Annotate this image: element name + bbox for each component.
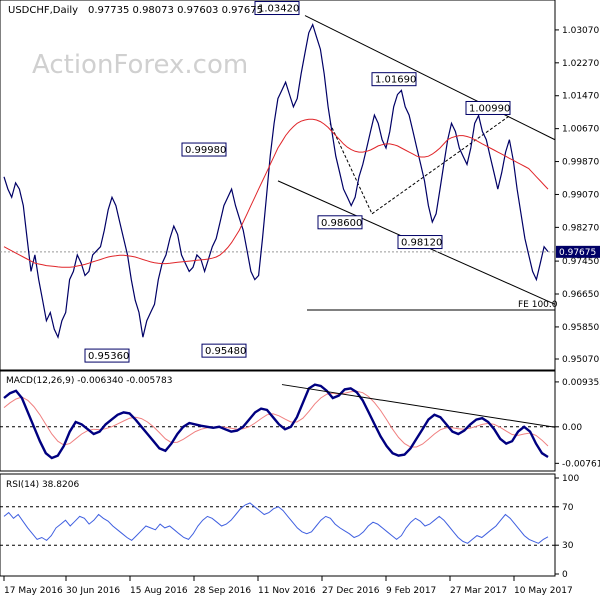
price-tick-label: 0.99070 (562, 190, 599, 200)
x-tick-label: 11 Nov 2016 (258, 586, 316, 596)
rsi-title: RSI(14) 38.8206 (6, 480, 79, 490)
macd-signal-line (3, 390, 549, 448)
price-tick-label: 0.97450 (562, 257, 599, 267)
projection-line (329, 123, 373, 215)
x-tick-label: 28 Sep 2016 (194, 586, 251, 596)
price-panel-frame (0, 0, 556, 371)
price-tick-label: 0.99870 (562, 158, 599, 168)
price-tick-label: 0.95850 (562, 323, 599, 333)
price-tick-label: 1.00670 (562, 125, 599, 135)
price-tick-label: 1.01470 (562, 92, 599, 102)
rsi-series (0, 502, 555, 546)
annotation-box (465, 100, 511, 115)
rsi-tick-label: 70 (562, 503, 574, 513)
macd-trendline (281, 384, 556, 428)
symbol-label: USDCHF,Daily (8, 5, 78, 16)
annotation-label: 0.95480 (205, 346, 246, 357)
macd-tick-label: 0.009352 (562, 378, 600, 388)
annotation-box (254, 1, 300, 16)
price-tick-label: 1.03070 (562, 26, 599, 36)
annotation-label: 1.00990 (469, 103, 510, 114)
macd-title: MACD(12,26,9) -0.006340 -0.005783 (6, 376, 172, 386)
x-tick-label: 10 May 2017 (514, 586, 573, 596)
upper-trendline (304, 15, 556, 141)
moving-average-line (3, 118, 549, 268)
price-series: 0.97675 (3, 22, 600, 340)
price-line (3, 22, 549, 340)
price-tick-label: 0.95070 (562, 355, 599, 365)
last-price-box (556, 245, 600, 258)
rsi-axis: 100 70 30 0 (555, 474, 579, 580)
annotation-label: 0.99980 (185, 145, 226, 156)
annotation-label: 0.98120 (401, 238, 442, 249)
annotation-box (84, 348, 130, 363)
x-axis: 17 May 2016 30 Jun 2016 15 Aug 2016 28 Sep … (3, 576, 573, 596)
x-tick-label: 27 Dec 2016 (322, 586, 380, 596)
annotation-label: 0.98600 (321, 218, 362, 229)
x-tick-label: 9 Feb 2017 (386, 586, 436, 596)
macd-series (0, 383, 556, 460)
macd-tick-label: -0.007612 (562, 459, 600, 469)
ohlc-label: 0.97735 0.98073 0.97603 0.97675 (88, 5, 263, 16)
macd-line (3, 383, 549, 460)
watermark: ActionForex.com (32, 50, 248, 80)
rsi-line (3, 502, 549, 544)
annotation-label: 1.01690 (375, 75, 416, 86)
rsi-tick-label: 0 (562, 570, 568, 580)
macd-axis: 0.009352 0.00 -0.007612 (555, 378, 600, 469)
rsi-panel-frame (0, 473, 556, 577)
x-tick-label: 30 Jun 2016 (66, 586, 120, 596)
annotation-box (201, 343, 247, 358)
price-tick-label: 0.98270 (562, 223, 599, 233)
annotation-label: 1.03420 (258, 4, 299, 15)
annotation-box (397, 235, 443, 250)
price-annotations: 1.03420 1.01690 1.00990 0.99980 0.98600 0.981… (84, 1, 558, 363)
annotation-box (181, 142, 227, 157)
price-tick-label: 1.02270 (562, 59, 599, 69)
fe-label: FE 100.0 (518, 300, 558, 310)
x-tick-label: 17 May 2016 (4, 586, 63, 596)
rsi-tick-label: 100 (562, 474, 579, 484)
annotation-box (317, 215, 363, 230)
x-tick-label: 27 Mar 2017 (450, 586, 507, 596)
x-tick-label: 15 Aug 2016 (130, 586, 188, 596)
macd-tick-label: 0.00 (562, 423, 582, 433)
annotation-box (371, 72, 417, 87)
annotation-label: 0.95360 (88, 351, 129, 362)
last-price-label: 0.97675 (559, 248, 596, 258)
rsi-tick-label: 30 (562, 541, 574, 551)
price-axis: 1.03070 1.02270 1.01470 1.00670 0.99870 0.990… (555, 26, 599, 365)
projection-line (371, 115, 511, 215)
price-tick-label: 0.96650 (562, 290, 599, 300)
